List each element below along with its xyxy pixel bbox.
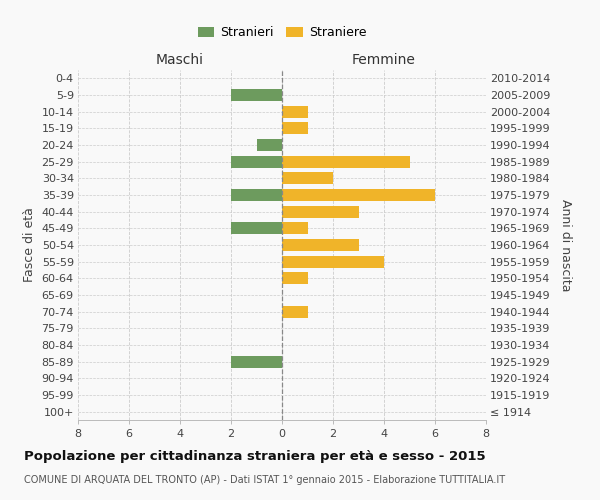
Bar: [282, 256, 384, 268]
Bar: [282, 272, 308, 284]
Bar: [282, 239, 359, 251]
Bar: [282, 189, 435, 201]
Bar: [231, 156, 282, 168]
Text: Maschi: Maschi: [156, 52, 204, 66]
Y-axis label: Anni di nascita: Anni di nascita: [559, 198, 572, 291]
Bar: [282, 206, 359, 218]
Bar: [282, 172, 333, 184]
Bar: [282, 306, 308, 318]
Legend: Stranieri, Straniere: Stranieri, Straniere: [195, 24, 369, 42]
Bar: [282, 222, 308, 234]
Bar: [231, 189, 282, 201]
Text: Femmine: Femmine: [352, 52, 416, 66]
Bar: [257, 139, 282, 151]
Bar: [231, 356, 282, 368]
Bar: [282, 122, 308, 134]
Bar: [231, 222, 282, 234]
Y-axis label: Fasce di età: Fasce di età: [23, 208, 36, 282]
Text: COMUNE DI ARQUATA DEL TRONTO (AP) - Dati ISTAT 1° gennaio 2015 - Elaborazione TU: COMUNE DI ARQUATA DEL TRONTO (AP) - Dati…: [24, 475, 505, 485]
Bar: [231, 89, 282, 101]
Bar: [282, 156, 410, 168]
Text: Popolazione per cittadinanza straniera per età e sesso - 2015: Popolazione per cittadinanza straniera p…: [24, 450, 485, 463]
Bar: [282, 106, 308, 118]
